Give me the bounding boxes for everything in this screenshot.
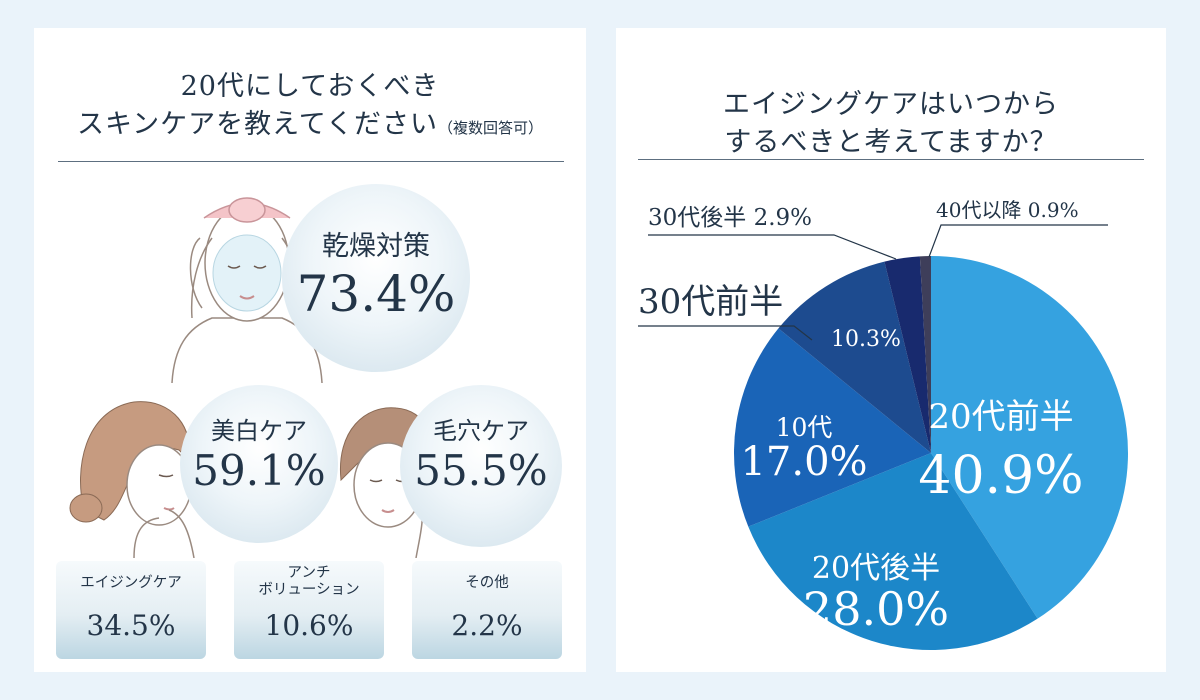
left-title: 20代にしておくべき スキンケアを教えてください（複数回答可） [34,68,586,147]
pie-slice-2 [734,328,931,527]
value-pores: 55.5% [414,446,548,495]
pie-label-3-name: 30代前半 [638,282,783,322]
label-dryness: 乾燥対策 [322,231,430,262]
left-title-note: （複数回答可） [438,119,544,137]
pie-slice-1 [748,453,1038,650]
left-title-line1: 20代にしておくべき [180,71,440,102]
box-anti-volution-label2: ボリューション [258,582,360,598]
label-pores: 毛穴ケア [433,417,529,445]
bubble-whitening [180,385,338,543]
right-title-rule [638,159,1144,160]
left-panel: 20代にしておくべき スキンケアを教えてください（複数回答可） 乾燥対策 73.… [34,28,586,672]
pie-label-0-name: 20代前半 [928,397,1073,437]
box-anti-volution: アンチ ボリューション 10.6% [234,561,384,659]
pie-label-1-value: 28.0% [803,582,949,636]
label-whitening: 美白ケア [211,417,307,445]
pie-label-0-value: 40.9% [918,446,1083,506]
right-title: エイジングケアはいつから するべきと考えてますか？ [616,86,1166,162]
right-panel: エイジングケアはいつから するべきと考えてますか？ 20代前半 40.9% 20代後… [616,28,1166,672]
box-other-label: その他 [465,575,509,591]
left-title-line2-text: スキンケアを教えてください [76,109,438,140]
box-anti-volution-label1: アンチ [287,565,331,581]
pie-slice-3 [778,261,931,453]
pie-slice-0 [931,256,1128,619]
pie-label-2-value: 17.0% [740,439,867,485]
leader-line-3 [638,325,813,341]
pie-label-4: 30代後半 2.9% [648,205,812,231]
pie-label-1-name: 20代後半 [812,551,940,586]
left-title-line2: スキンケアを教えてください（複数回答可） [34,106,586,147]
right-title-line1: エイジングケアはいつから [723,89,1059,120]
pie-label-2-name: 10代 [776,413,833,442]
box-aging-care-label: エイジングケア [80,575,182,591]
pie-slice-5 [919,256,931,453]
bubble-pores [400,385,562,547]
pie-slice-4 [884,256,931,453]
box-aging-care-value: 34.5% [86,609,176,642]
leader-line-4 [648,234,897,260]
box-other-value: 2.2% [451,609,523,642]
pie-label-3-value: 10.3% [831,327,901,352]
pie-label-5: 40代以降 0.9% [936,198,1079,222]
box-aging-care: エイジングケア 34.5% [56,561,206,659]
leader-line-5 [928,224,1108,258]
value-dryness: 73.4% [296,265,456,323]
bubble-dryness [282,184,470,372]
woman-headband-illustration [171,197,323,384]
value-whitening: 59.1% [192,446,326,495]
box-anti-volution-value: 10.6% [264,609,354,642]
box-other: その他 2.2% [412,561,562,659]
left-title-rule [58,161,564,162]
right-title-line2: するべきと考えてますか？ [724,127,1058,158]
